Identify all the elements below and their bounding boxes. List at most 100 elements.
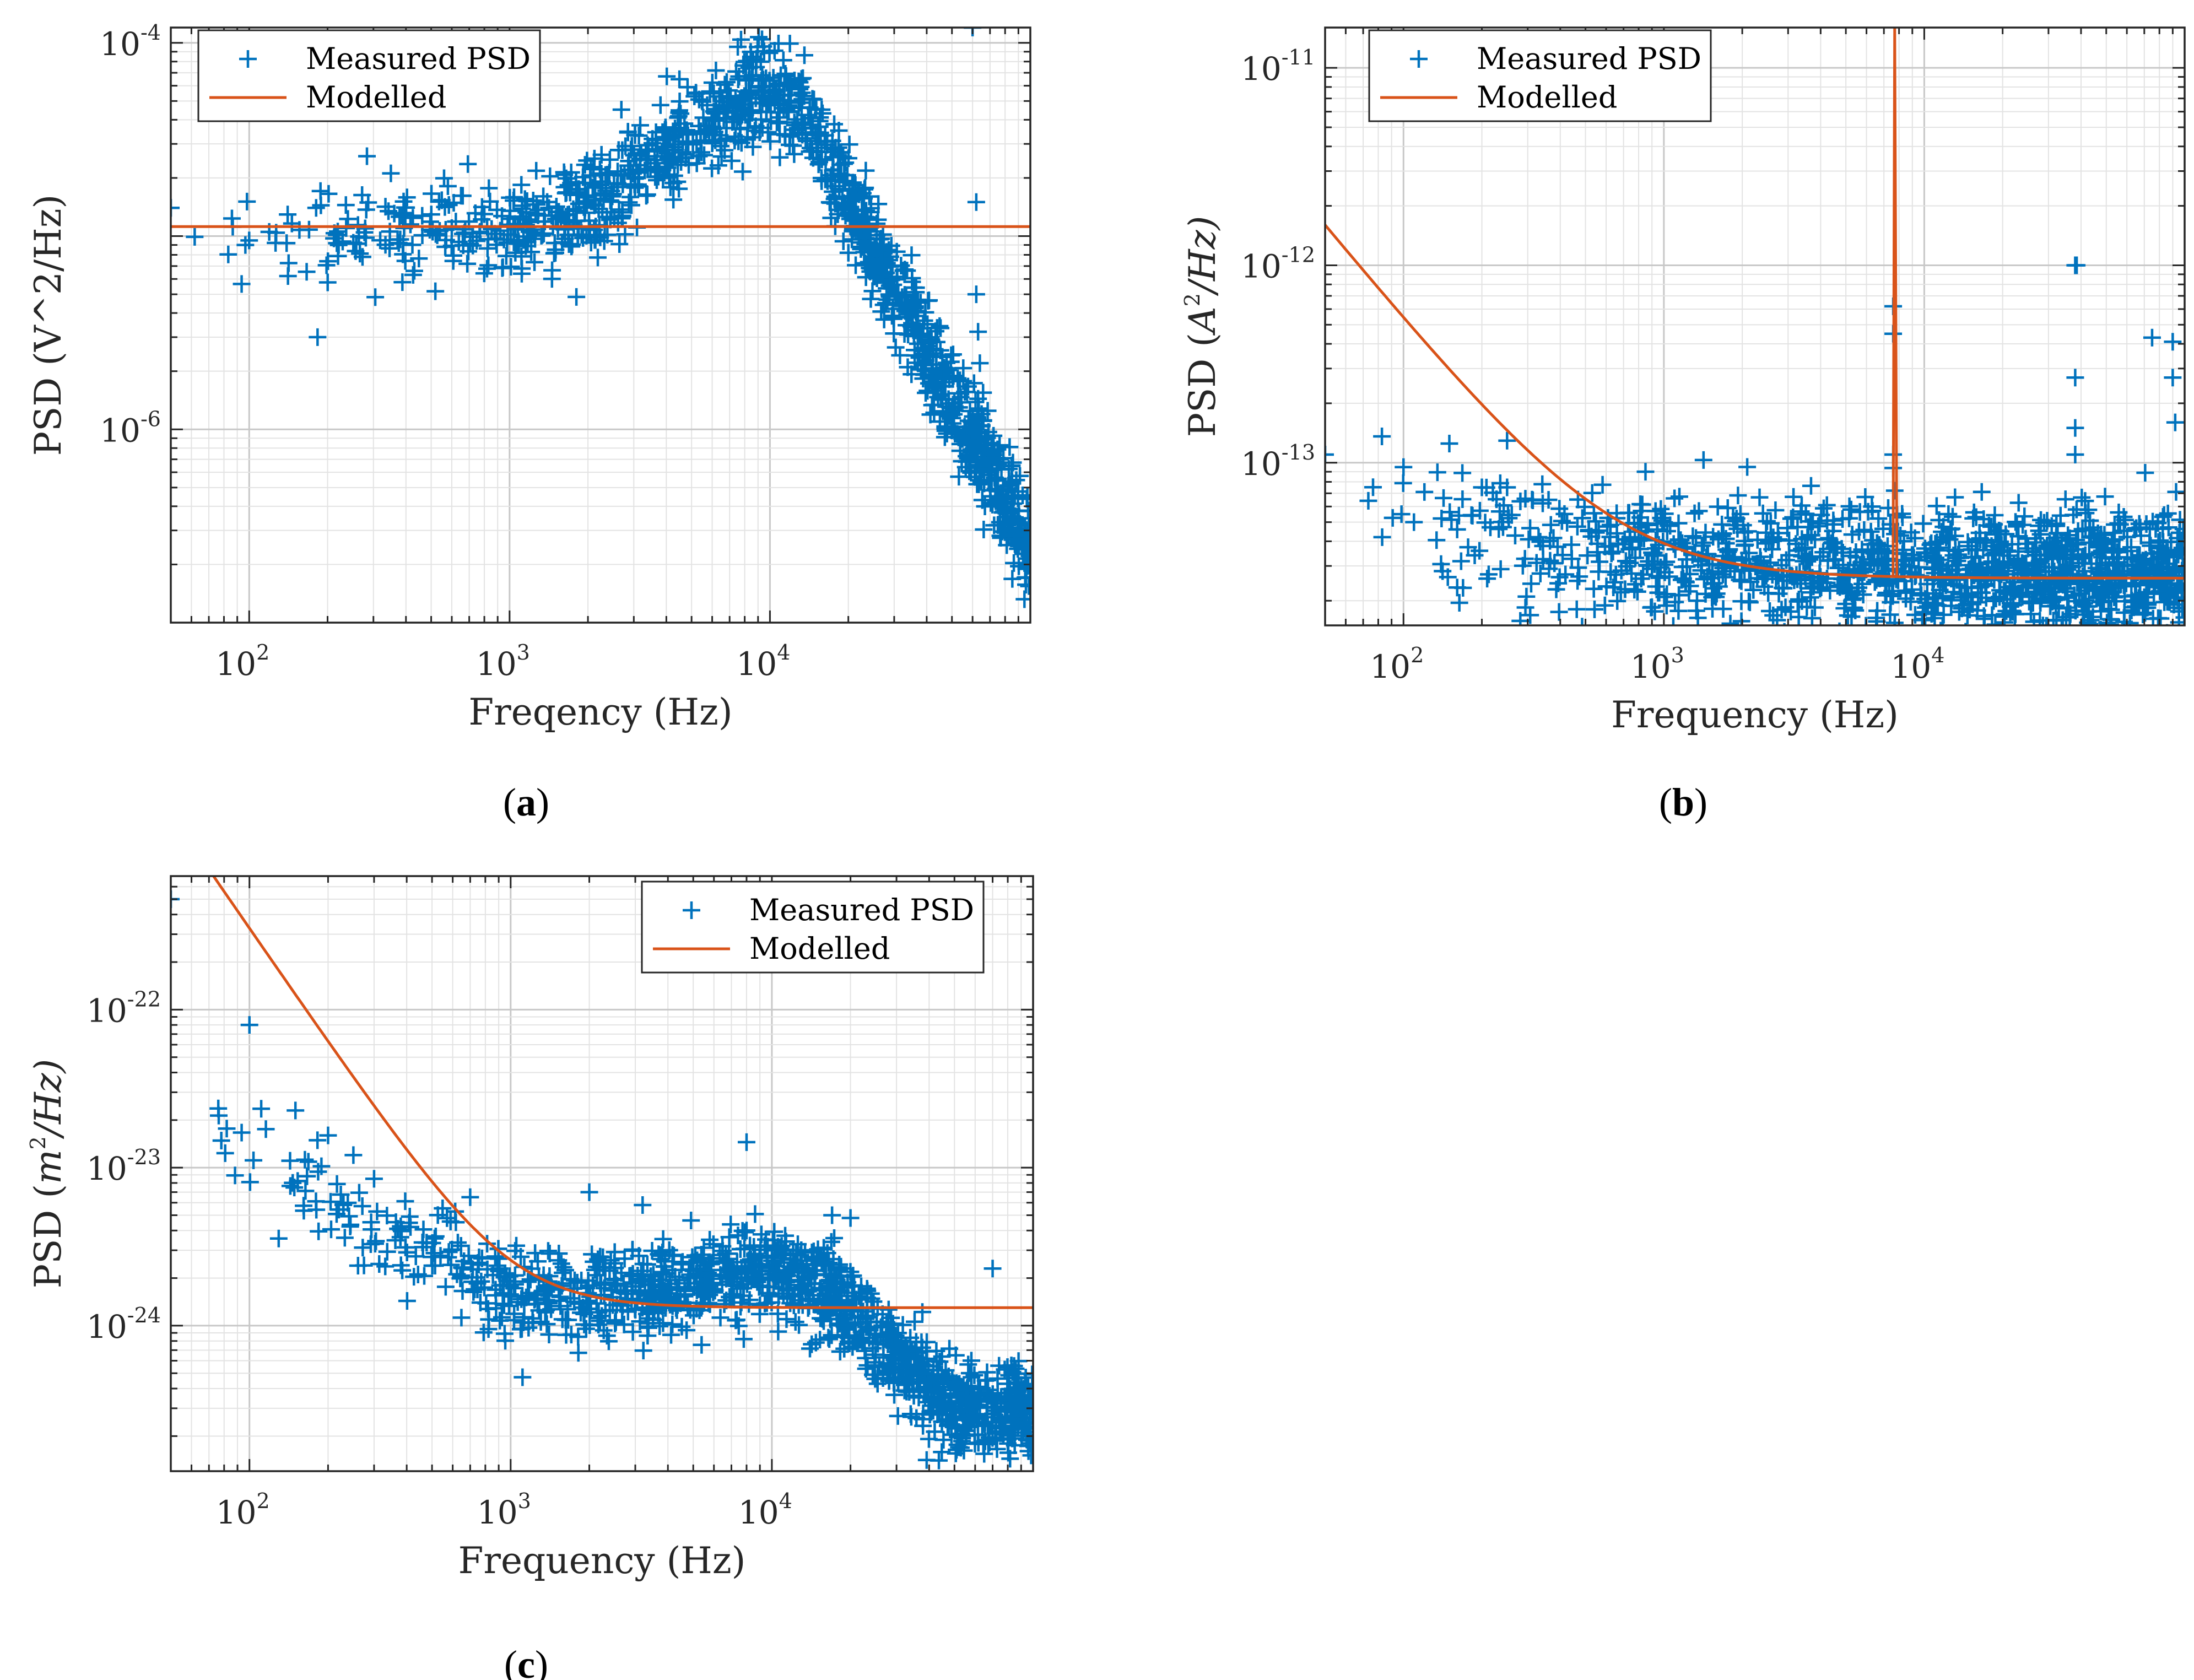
measured-point [570,219,588,237]
measured-point [1492,560,1510,578]
measured-point [841,1209,860,1227]
measured-point [764,69,782,87]
measured-point [209,1099,228,1117]
y-axis-label: PSD (V^2/Hz) [27,195,69,456]
measured-point [737,1222,755,1240]
measured-point [790,99,808,117]
measured-point [1441,503,1459,521]
measured-point [1809,517,1828,536]
measured-point [538,1315,556,1333]
measured-point [962,444,980,462]
measured-point [478,260,496,278]
measured-point [785,1297,803,1315]
measured-point [645,1272,663,1290]
measured-point [1869,510,1888,528]
measured-point [613,207,631,225]
measured-point [1738,458,1757,476]
measured-point [1724,509,1742,527]
measured-point [937,1362,955,1379]
measured-point [1760,533,1778,551]
measured-point [2167,483,2185,501]
measured-point [1002,1420,1020,1439]
measured-point [486,1247,504,1266]
measured-point [1833,540,1851,558]
measured-point [499,225,517,244]
measured-point [884,276,903,294]
measured-point [616,225,634,244]
panel-c: 102 103 104 10-22 10-23 10-24 Frequency (Hz) PS… [26,875,1034,1680]
measured-point [593,1307,611,1325]
panel-caption: (a) [503,780,549,824]
measured-point [186,228,204,246]
measured-point [1005,1365,1023,1383]
measured-point [889,1407,907,1425]
measured-point [1364,478,1382,496]
measured-point [705,1249,723,1267]
measured-point [2136,639,2153,657]
measured-point [1874,556,1893,574]
measured-point [1533,494,1552,512]
measured-point [874,225,892,244]
measured-point [1811,646,1829,663]
measured-point [971,354,989,372]
measured-point [2070,585,2088,603]
measured-point [1602,563,1620,581]
measured-point [1758,512,1776,531]
measured-point [684,135,702,153]
measured-point [365,1170,383,1188]
measured-point [729,38,747,56]
measured-point [436,1278,455,1296]
measured-point [905,283,923,301]
measured-point [1521,519,1539,537]
measured-point [381,239,399,257]
measured-point [976,439,994,457]
measured-point [729,1317,748,1335]
measured-point [967,193,985,211]
measured-point [1942,591,1960,609]
measured-point [947,1346,965,1364]
measured-point [2066,419,2084,437]
measured-point [1755,577,1774,596]
measured-point [488,236,506,254]
measured-point [948,1441,966,1459]
measured-point [317,256,336,274]
measured-point [353,1197,371,1216]
measured-point [378,1207,396,1225]
measured-point [824,160,842,179]
measured-point [950,1438,968,1456]
measured-point [803,1335,821,1353]
measured-point [995,516,1013,534]
measured-point [918,1333,936,1351]
measured-point [938,405,956,423]
measured-point [451,1270,469,1288]
x-tick-label: 104 [736,640,790,683]
measured-point [2110,627,2128,645]
measured-point [960,1364,979,1382]
measured-point [1620,504,1638,522]
measured-point [2100,557,2118,575]
measured-point [1450,593,1468,612]
measured-point [651,96,669,114]
measured-point [808,1261,826,1279]
measured-point [1698,568,1716,586]
measured-point [1499,506,1517,524]
measured-point [212,1132,230,1149]
measured-point [972,405,991,423]
measured-point [441,1212,460,1230]
measured-point [615,1315,633,1333]
measured-point [1669,602,1688,620]
measured-point [396,252,414,270]
measured-point [553,1310,571,1328]
measured-point [857,229,875,247]
measured-point [714,1237,732,1255]
measured-point [1989,558,2007,576]
measured-point [1886,525,1904,543]
measured-point [1573,509,1591,527]
measured-point [658,67,676,85]
measured-point [1761,514,1780,532]
measured-point [702,1261,720,1279]
measured-point [950,468,968,486]
measured-point [1833,570,1851,588]
x-axis-label: Frequency (Hz) [458,1539,746,1582]
measured-point [748,38,766,56]
